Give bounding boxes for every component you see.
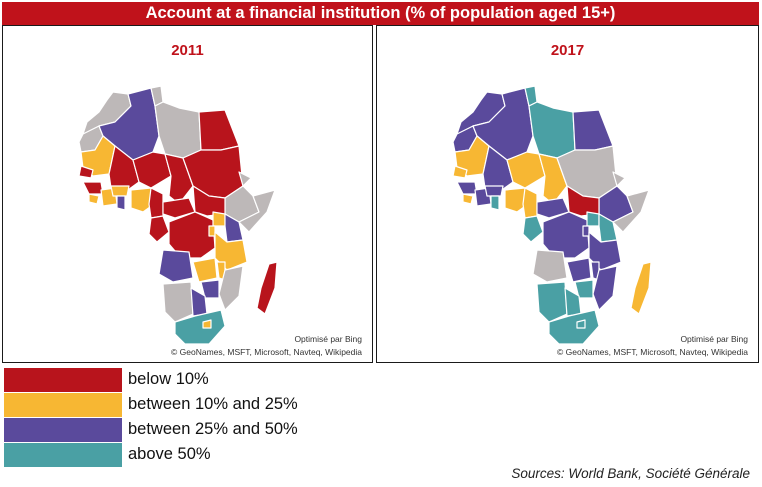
legend-item: above 50% bbox=[4, 443, 364, 467]
legend-swatch bbox=[4, 393, 122, 417]
map-panel-2011: 2011 bbox=[2, 25, 373, 363]
region-cameroon bbox=[148, 187, 164, 219]
region-sudan bbox=[556, 145, 618, 199]
region-egypt bbox=[198, 109, 240, 151]
region-ghana bbox=[490, 195, 500, 211]
region-namibia bbox=[536, 281, 568, 323]
region-eritrea bbox=[612, 171, 626, 187]
region-angola bbox=[158, 249, 194, 283]
region-mozambique bbox=[218, 265, 244, 311]
sources-note: Sources: World Bank, Société Générale bbox=[511, 466, 750, 481]
region-namibia bbox=[162, 281, 194, 323]
region-angola bbox=[532, 249, 568, 283]
region-libya bbox=[528, 101, 576, 159]
region-libya bbox=[154, 101, 202, 159]
legend-label: between 25% and 50% bbox=[128, 420, 298, 438]
legend-label: below 10% bbox=[128, 370, 209, 388]
legend-swatch bbox=[4, 368, 122, 392]
figure-title: Account at a financial institution (% of… bbox=[2, 2, 759, 25]
map-attribution-line1: Optimisé par Bing bbox=[294, 334, 362, 344]
region-burkina bbox=[110, 185, 130, 197]
map-year-label: 2011 bbox=[171, 42, 204, 59]
region-uganda bbox=[586, 211, 600, 227]
legend-item: between 10% and 25% bbox=[4, 393, 364, 417]
region-ghana bbox=[116, 195, 126, 211]
region-senegal bbox=[78, 165, 94, 179]
region-eritrea bbox=[238, 171, 252, 187]
map-attribution-line2: © GeoNames, MSFT, Microsoft, Navteq, Wik… bbox=[171, 347, 362, 357]
region-sierra-leone bbox=[88, 193, 100, 205]
region-senegal bbox=[452, 165, 468, 179]
region-sudan bbox=[182, 145, 244, 199]
region-south-africa bbox=[548, 309, 600, 345]
legend-label: between 10% and 25% bbox=[128, 395, 298, 413]
region-car bbox=[536, 197, 570, 219]
region-car bbox=[162, 197, 196, 219]
legend-item: between 25% and 50% bbox=[4, 418, 364, 442]
region-south-africa bbox=[174, 309, 226, 345]
region-madagascar bbox=[630, 261, 652, 315]
region-drc bbox=[542, 211, 590, 259]
map-year-label: 2017 bbox=[550, 42, 585, 59]
region-zimbabwe bbox=[574, 279, 594, 299]
region-lesotho bbox=[202, 319, 212, 329]
region-gabon-congo bbox=[522, 215, 544, 243]
map-attribution-line1: Optimisé par Bing bbox=[680, 334, 748, 344]
region-mozambique bbox=[592, 265, 618, 311]
region-sierra-leone bbox=[462, 193, 474, 205]
map-attribution-line2: © GeoNames, MSFT, Microsoft, Navteq, Wik… bbox=[557, 347, 748, 357]
africa-map-2017 bbox=[452, 85, 652, 345]
region-gabon-congo bbox=[148, 215, 170, 243]
region-somalia bbox=[238, 189, 276, 233]
legend-swatch bbox=[4, 418, 122, 442]
region-guinea bbox=[82, 181, 104, 195]
region-zimbabwe bbox=[200, 279, 220, 299]
legend-swatch bbox=[4, 443, 122, 467]
region-zambia bbox=[192, 257, 218, 283]
region-cameroon bbox=[522, 187, 538, 219]
legend-item: below 10% bbox=[4, 368, 364, 392]
region-burkina bbox=[484, 185, 504, 197]
region-somalia bbox=[612, 189, 650, 233]
region-madagascar bbox=[256, 261, 278, 315]
region-uganda bbox=[212, 211, 226, 227]
map-panel-2017: 2017 bbox=[376, 25, 759, 363]
legend-label: above 50% bbox=[128, 445, 211, 463]
region-egypt bbox=[572, 109, 614, 151]
region-rwanda-burundi bbox=[208, 225, 216, 237]
africa-map-2011 bbox=[78, 85, 278, 345]
region-lesotho bbox=[576, 319, 586, 329]
region-zambia bbox=[566, 257, 592, 283]
region-rwanda-burundi bbox=[582, 225, 590, 237]
region-drc bbox=[168, 211, 216, 259]
region-guinea bbox=[456, 181, 478, 195]
